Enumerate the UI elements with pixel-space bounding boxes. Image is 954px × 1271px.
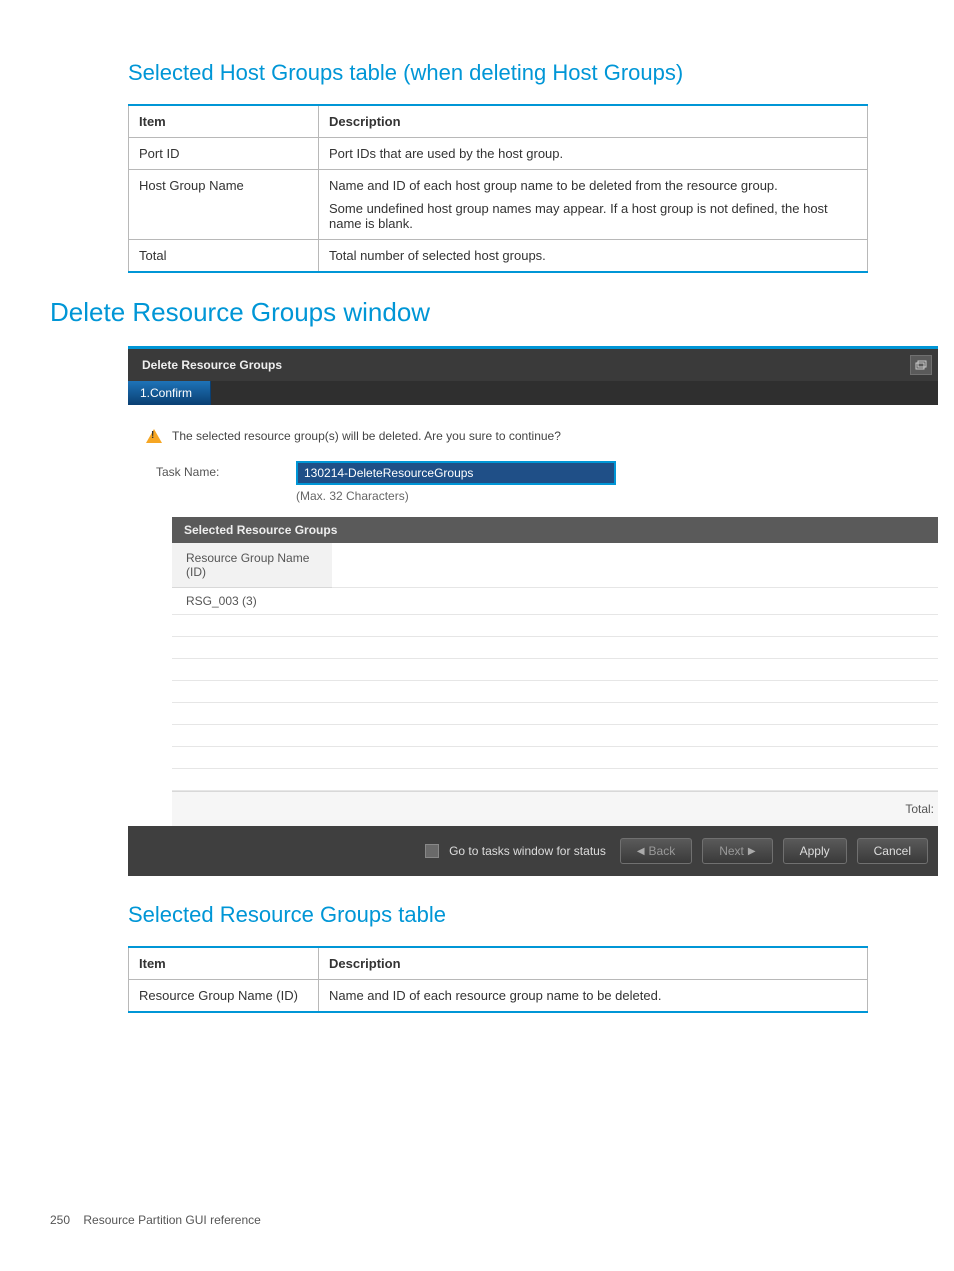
- srg-panel-title: Selected Resource Groups: [172, 517, 938, 543]
- page-footer: 250 Resource Partition GUI reference: [50, 1213, 874, 1227]
- window-footer: Go to tasks window for status ◀Back Next…: [128, 826, 938, 876]
- task-name-input[interactable]: [296, 461, 616, 485]
- section-heading-hostgroups: Selected Host Groups table (when deletin…: [128, 60, 874, 86]
- table-row[interactable]: RSG_003 (3): [172, 588, 938, 615]
- table-row: [172, 637, 938, 659]
- srg-table: Resource Group Name (ID) RSG_003 (3): [172, 543, 938, 791]
- window-titlebar: Delete Resource Groups: [128, 349, 938, 381]
- chevron-right-icon: ▶: [748, 846, 756, 857]
- cell-item: Resource Group Name (ID): [129, 980, 319, 1013]
- task-name-hint: (Max. 32 Characters): [296, 489, 616, 503]
- apply-button[interactable]: Apply: [783, 838, 847, 864]
- col-header-desc: Description: [319, 947, 868, 980]
- table-row: [172, 747, 938, 769]
- chevron-left-icon: ◀: [637, 846, 645, 857]
- cell-desc: Name and ID of each resource group name …: [319, 980, 868, 1013]
- srg-doc-table: Item Description Resource Group Name (ID…: [128, 946, 868, 1013]
- warning-row: The selected resource group(s) will be d…: [128, 423, 938, 457]
- table-row: [172, 725, 938, 747]
- cell-desc: Port IDs that are used by the host group…: [319, 138, 868, 170]
- task-name-label: Task Name:: [156, 461, 266, 479]
- warning-text: The selected resource group(s) will be d…: [172, 429, 561, 443]
- cell-desc: Name and ID of each host group name to b…: [319, 170, 868, 240]
- cell-desc: Total number of selected host groups.: [319, 240, 868, 273]
- cell-item: Host Group Name: [129, 170, 319, 240]
- table-row: [172, 615, 938, 637]
- next-button[interactable]: Next▶: [702, 838, 772, 864]
- table-row: Host Group Name Name and ID of each host…: [129, 170, 868, 240]
- selected-resource-groups-panel: Selected Resource Groups Resource Group …: [128, 517, 938, 826]
- hostgroups-table: Item Description Port ID Port IDs that a…: [128, 104, 868, 273]
- section-heading-srg-table: Selected Resource Groups table: [128, 902, 874, 928]
- back-button[interactable]: ◀Back: [620, 838, 692, 864]
- titlebar-controls: [910, 355, 932, 375]
- section-heading-window: Delete Resource Groups window: [50, 297, 874, 328]
- table-row: [172, 681, 938, 703]
- footer-section: Resource Partition GUI reference: [83, 1213, 260, 1227]
- step-tab-confirm[interactable]: 1.Confirm: [128, 381, 211, 405]
- window-title: Delete Resource Groups: [142, 358, 282, 372]
- cancel-button[interactable]: Cancel: [857, 838, 928, 864]
- srg-col-header: Resource Group Name (ID): [172, 543, 332, 588]
- go-to-tasks-checkbox[interactable]: [425, 844, 439, 858]
- go-to-tasks-label: Go to tasks window for status: [449, 844, 606, 858]
- col-header-item: Item: [129, 947, 319, 980]
- col-header-item: Item: [129, 105, 319, 138]
- table-row: [172, 769, 938, 791]
- page-number: 250: [50, 1213, 70, 1227]
- cell-item: Total: [129, 240, 319, 273]
- table-row: Resource Group Name (ID) Name and ID of …: [129, 980, 868, 1013]
- table-row: Port ID Port IDs that are used by the ho…: [129, 138, 868, 170]
- srg-total-row: Total:: [172, 791, 938, 826]
- table-row: [172, 659, 938, 681]
- wizard-steps: 1.Confirm: [128, 381, 938, 405]
- cell-item: Port ID: [129, 138, 319, 170]
- delete-resource-groups-window: Delete Resource Groups 1.Confirm The sel…: [128, 346, 938, 876]
- restore-icon[interactable]: [910, 355, 932, 375]
- table-row: [172, 703, 938, 725]
- warning-icon: [146, 429, 162, 443]
- table-row: Total Total number of selected host grou…: [129, 240, 868, 273]
- col-header-desc: Description: [319, 105, 868, 138]
